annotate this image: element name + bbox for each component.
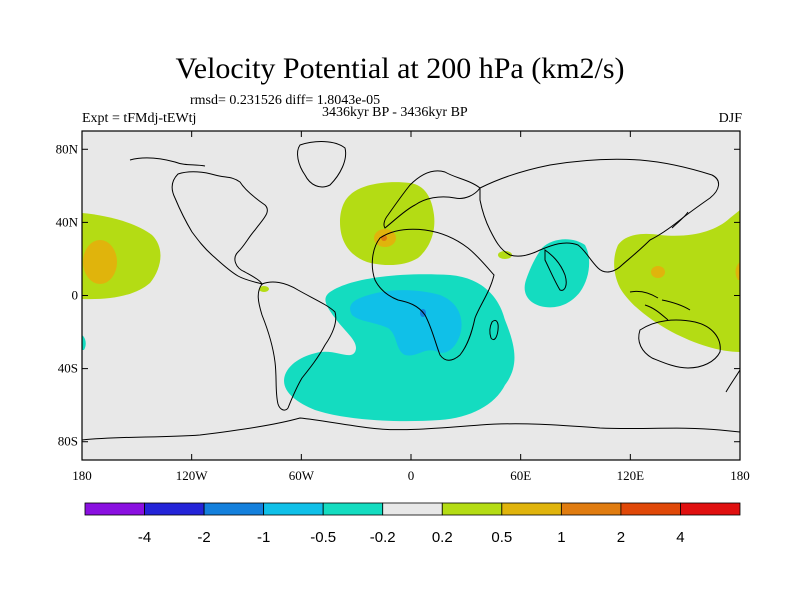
negative-core-central-africa bbox=[350, 290, 462, 356]
coast-indonesia bbox=[629, 290, 691, 321]
x-tick-label-6: 180 bbox=[730, 468, 750, 483]
period-label: 3436kyr BP - 3436kyr BP bbox=[322, 105, 468, 120]
coast-asia bbox=[479, 158, 719, 273]
colorbar-label-7: 1 bbox=[557, 529, 565, 546]
coast-india bbox=[544, 249, 567, 291]
stats-line: rmsd= 0.231526 diff= 1.8043e-05 bbox=[190, 93, 381, 108]
coast-australia bbox=[638, 319, 721, 369]
colorbar-label-8: 2 bbox=[617, 529, 625, 546]
x-tick-label-5: 120E bbox=[617, 468, 645, 483]
positive-peak-pacific-west bbox=[83, 240, 117, 284]
chart-title: Velocity Potential at 200 hPa (km2/s) bbox=[175, 52, 625, 85]
anomaly-fields bbox=[82, 182, 740, 422]
experiment-label: Expt = tFMdj-tEWtj bbox=[82, 111, 197, 126]
x-tick-label-0: 180 bbox=[72, 468, 92, 483]
coast-north-america bbox=[171, 171, 268, 285]
y-tick-label-1: 40N bbox=[56, 214, 79, 229]
coast-south-america bbox=[257, 281, 337, 411]
coast-alaska bbox=[129, 157, 206, 167]
axis-ticks: 80N 40N 0 40S 80S 180 120W 60W 0 60E 120E 180 bbox=[56, 131, 750, 483]
coast-africa bbox=[371, 228, 495, 361]
x-tick-label-3: 0 bbox=[408, 468, 415, 483]
x-tick-label-4: 60E bbox=[510, 468, 531, 483]
coast-antarctica bbox=[82, 417, 740, 441]
coast-new-zealand bbox=[725, 369, 740, 393]
colorbar-swatch-6 bbox=[441, 502, 503, 516]
positive-patch-south-america bbox=[259, 286, 269, 292]
season-label: DJF bbox=[718, 111, 742, 126]
colorbar-label-6: 0.5 bbox=[491, 529, 512, 546]
y-tick-label-4: 80S bbox=[58, 434, 78, 449]
colorbar-swatch-2 bbox=[203, 502, 265, 516]
colorbar-label-1: -2 bbox=[197, 529, 210, 546]
colorbar-label-3: -0.5 bbox=[310, 529, 336, 546]
negative-region-indian-ocean bbox=[524, 239, 590, 308]
colorbar: -4 -2 -1 -0.5 -0.2 0.2 0.5 1 2 4 bbox=[84, 502, 741, 546]
colorbar-label-0: -4 bbox=[138, 529, 151, 546]
colorbar-swatch-0 bbox=[84, 502, 145, 516]
colorbar-swatch-10 bbox=[680, 502, 741, 516]
coast-japan bbox=[671, 211, 689, 229]
coastlines bbox=[82, 141, 740, 441]
colorbar-swatch-4 bbox=[322, 502, 384, 516]
colorbar-swatch-8 bbox=[560, 502, 622, 516]
positive-region-north-africa bbox=[340, 182, 435, 266]
positive-region-west-pacific bbox=[614, 210, 740, 352]
colorbar-label-9: 4 bbox=[676, 529, 684, 546]
colorbar-swatch-7 bbox=[501, 502, 562, 516]
positive-patch-arabia bbox=[498, 251, 512, 259]
coast-madagascar bbox=[489, 319, 499, 341]
colorbar-swatch-9 bbox=[620, 502, 681, 516]
coast-greenland bbox=[297, 141, 347, 188]
positive-peak-east-edge bbox=[735, 262, 740, 280]
y-tick-label-3: 40S bbox=[58, 361, 78, 376]
coast-europe bbox=[383, 170, 481, 229]
colorbar-swatch-5 bbox=[382, 502, 443, 516]
x-tick-label-1: 120W bbox=[176, 468, 209, 483]
y-tick-label-2: 0 bbox=[72, 288, 79, 303]
colorbar-label-4: -0.2 bbox=[370, 529, 396, 546]
positive-peak-west-pacific bbox=[651, 266, 665, 278]
colorbar-swatch-3 bbox=[263, 502, 324, 516]
colorbar-label-5: 0.2 bbox=[432, 529, 453, 546]
negative-patch-west-edge bbox=[82, 335, 86, 350]
colorbar-label-2: -1 bbox=[257, 529, 270, 546]
colorbar-swatch-1 bbox=[144, 502, 205, 516]
y-tick-label-0: 80N bbox=[56, 141, 79, 156]
x-tick-label-2: 60W bbox=[289, 468, 315, 483]
